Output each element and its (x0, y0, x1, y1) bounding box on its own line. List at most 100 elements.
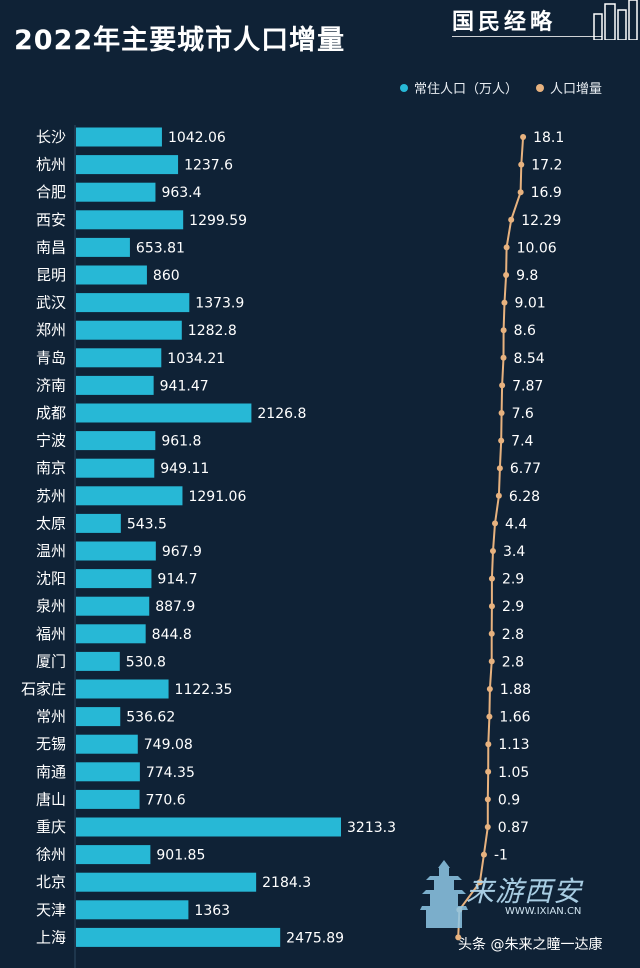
increase-point (485, 768, 492, 775)
increase-value-label: 9.01 (514, 296, 545, 312)
population-value-label: 653.81 (136, 240, 185, 256)
population-value-label: 2475.89 (286, 930, 344, 946)
population-value-label: 1042.06 (168, 130, 226, 146)
increase-point (484, 824, 491, 830)
increase-point (488, 658, 495, 665)
increase-point (508, 216, 515, 223)
increase-value-label: 7.87 (512, 378, 543, 394)
category-label: 泉州 (36, 597, 66, 615)
building-icon (593, 0, 638, 40)
increase-point (476, 879, 483, 886)
category-label: 福州 (36, 625, 66, 643)
category-label: 厦门 (36, 652, 66, 670)
population-bar (76, 431, 156, 451)
population-value-label: 749.08 (144, 737, 193, 753)
increase-point (480, 851, 487, 858)
increase-point (498, 410, 505, 416)
increase-point (486, 713, 493, 720)
population-bar (76, 900, 189, 920)
population-value-label: 844.8 (152, 627, 192, 643)
increase-point (489, 548, 496, 554)
population-bar (76, 237, 130, 257)
category-label: 南京 (36, 459, 66, 477)
increase-point (501, 299, 508, 306)
chart-legend: 常住人口（万人） 人口增量 (400, 78, 602, 97)
population-value-label: 2126.8 (257, 406, 306, 422)
legend-dot-population (400, 83, 408, 92)
increase-value-label: 17.2 (531, 158, 562, 174)
increase-point (503, 272, 510, 278)
legend-label-population: 常住人口（万人） (414, 82, 519, 97)
chart-title: 2022年主要城市人口增量 (14, 25, 346, 56)
population-value-label: 1122.35 (175, 682, 233, 698)
increase-value-label: 2.8 (502, 627, 524, 643)
increase-value-label: 1.88 (500, 682, 531, 698)
category-label: 郑州 (36, 321, 66, 339)
population-bar (76, 320, 182, 340)
population-bar (76, 375, 154, 395)
category-label: 长沙 (36, 128, 66, 146)
increase-point (517, 189, 524, 196)
population-bar (76, 651, 120, 671)
population-bar (76, 293, 190, 313)
population-value-label: 1373.9 (195, 296, 244, 312)
increase-point (500, 354, 507, 361)
population-bar (76, 734, 138, 754)
brand-underline (452, 36, 602, 37)
increase-value-label: 7.6 (512, 406, 534, 422)
population-value-label: 949.11 (160, 461, 209, 477)
population-bar (76, 707, 121, 727)
category-label: 常州 (36, 708, 66, 726)
increase-point (518, 161, 525, 168)
population-value-label: 543.5 (127, 516, 167, 532)
category-label: 沈阳 (36, 570, 66, 588)
population-value-label: 2184.3 (262, 875, 311, 891)
population-value-label: 967.9 (162, 544, 202, 560)
increase-value-label: 0.87 (498, 820, 529, 836)
population-bar (76, 513, 121, 533)
increase-point (520, 134, 527, 140)
population-bar (76, 872, 257, 892)
category-label: 苏州 (36, 487, 66, 505)
increase-point (485, 741, 492, 748)
increase-point (488, 630, 495, 637)
population-bar (76, 182, 156, 202)
population-value-label: 536.62 (126, 710, 175, 726)
population-value-label: 914.7 (157, 572, 197, 588)
legend-label-increase: 人口增量 (550, 82, 603, 97)
increase-point (503, 244, 510, 251)
increase-point (484, 796, 491, 803)
increase-value-label: 2.9 (502, 599, 524, 615)
population-bar (76, 789, 140, 809)
increase-value-label: 7.4 (511, 434, 533, 450)
category-label: 杭州 (36, 156, 66, 174)
author-credit: 头条 @朱来之瞳一达康 (458, 937, 603, 953)
population-value-label: 1299.59 (189, 213, 247, 229)
population-value-label: 3213.3 (347, 820, 396, 836)
increase-point (498, 437, 505, 444)
category-label: 南通 (36, 763, 66, 781)
population-value-label: 1363 (194, 903, 230, 919)
increase-value-label: 2.8 (502, 654, 524, 670)
brand-text: 国民经略 (452, 9, 557, 35)
increase-point (488, 603, 495, 610)
increase-value-label: 8.6 (514, 323, 536, 339)
category-label: 温州 (36, 542, 66, 560)
population-value-label: 941.47 (160, 378, 209, 394)
population-value-label: 1291.06 (188, 489, 246, 505)
increase-value-label: 1.05 (498, 765, 529, 781)
category-label: 济南 (36, 376, 66, 394)
population-value-label: 1282.8 (188, 323, 237, 339)
population-value-label: 770.6 (146, 792, 186, 808)
population-bar (76, 210, 184, 230)
category-label: 昆明 (36, 266, 66, 284)
category-label: 成都 (36, 404, 66, 422)
increase-value-label: 18.1 (533, 130, 564, 146)
population-value-label: 860 (153, 268, 180, 284)
increase-point (455, 934, 462, 941)
category-label: 上海 (36, 928, 66, 946)
population-value-label: 530.8 (126, 654, 166, 670)
population-bar (76, 596, 150, 616)
category-label: 唐山 (36, 790, 66, 808)
